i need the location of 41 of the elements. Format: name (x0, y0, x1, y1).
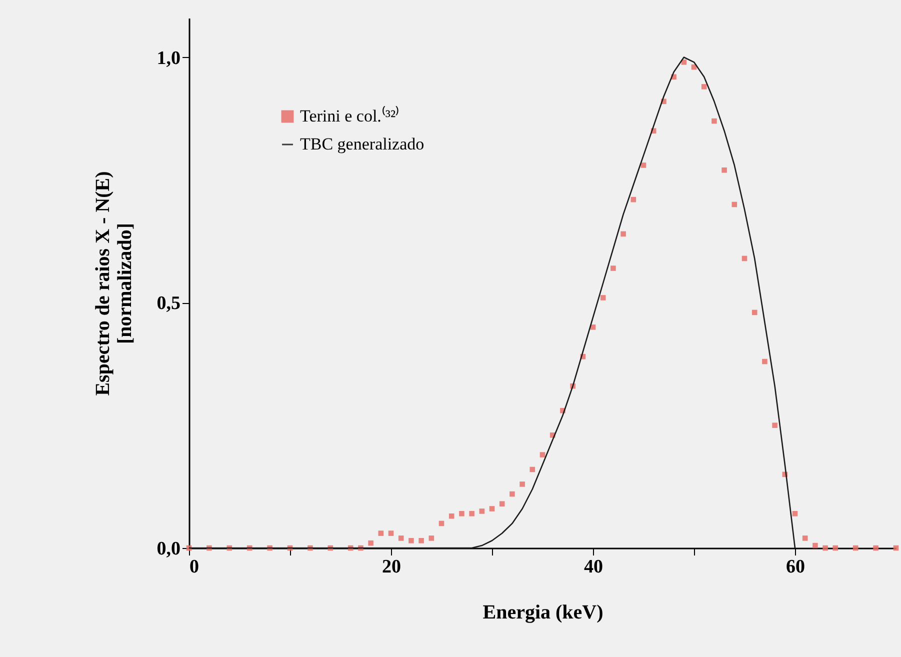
point (378, 530, 384, 536)
x-tick-label: 20 (382, 556, 401, 578)
point (610, 266, 616, 271)
x-tick-label: 60 (786, 556, 805, 578)
point (873, 545, 878, 551)
point (590, 324, 596, 330)
point (398, 536, 404, 541)
point (620, 231, 626, 237)
x-tick-label: 0 (190, 556, 199, 578)
point (368, 540, 374, 546)
y-tick-label: 1,0 (156, 48, 180, 69)
point (388, 530, 394, 536)
x-axis-title: Energia (keV) (482, 602, 604, 624)
point (520, 482, 525, 487)
y-tick-label: 0,0 (156, 538, 180, 560)
point (428, 536, 434, 541)
point (812, 542, 818, 548)
point (499, 501, 505, 506)
point (802, 536, 808, 541)
y-axis-title: Espectro de raios X - N(E) [normalizado] (92, 171, 136, 396)
point (469, 511, 474, 516)
point (459, 511, 464, 516)
point (762, 358, 768, 364)
point (701, 84, 707, 90)
legend-label: Terini e col.⁽³²⁾ (300, 106, 400, 126)
legend-label: TBC generalizado (300, 134, 424, 154)
y-tick-label: 0,5 (156, 293, 180, 314)
point (822, 545, 828, 551)
point (772, 422, 778, 428)
point (600, 295, 606, 300)
point (540, 452, 546, 458)
point (418, 538, 424, 544)
point (489, 506, 495, 512)
point (479, 508, 485, 514)
point (640, 162, 646, 168)
x-tick-label: 40 (584, 556, 603, 578)
point (712, 118, 717, 124)
point (722, 167, 727, 173)
point (408, 538, 414, 544)
point (510, 491, 515, 497)
point (792, 511, 798, 516)
